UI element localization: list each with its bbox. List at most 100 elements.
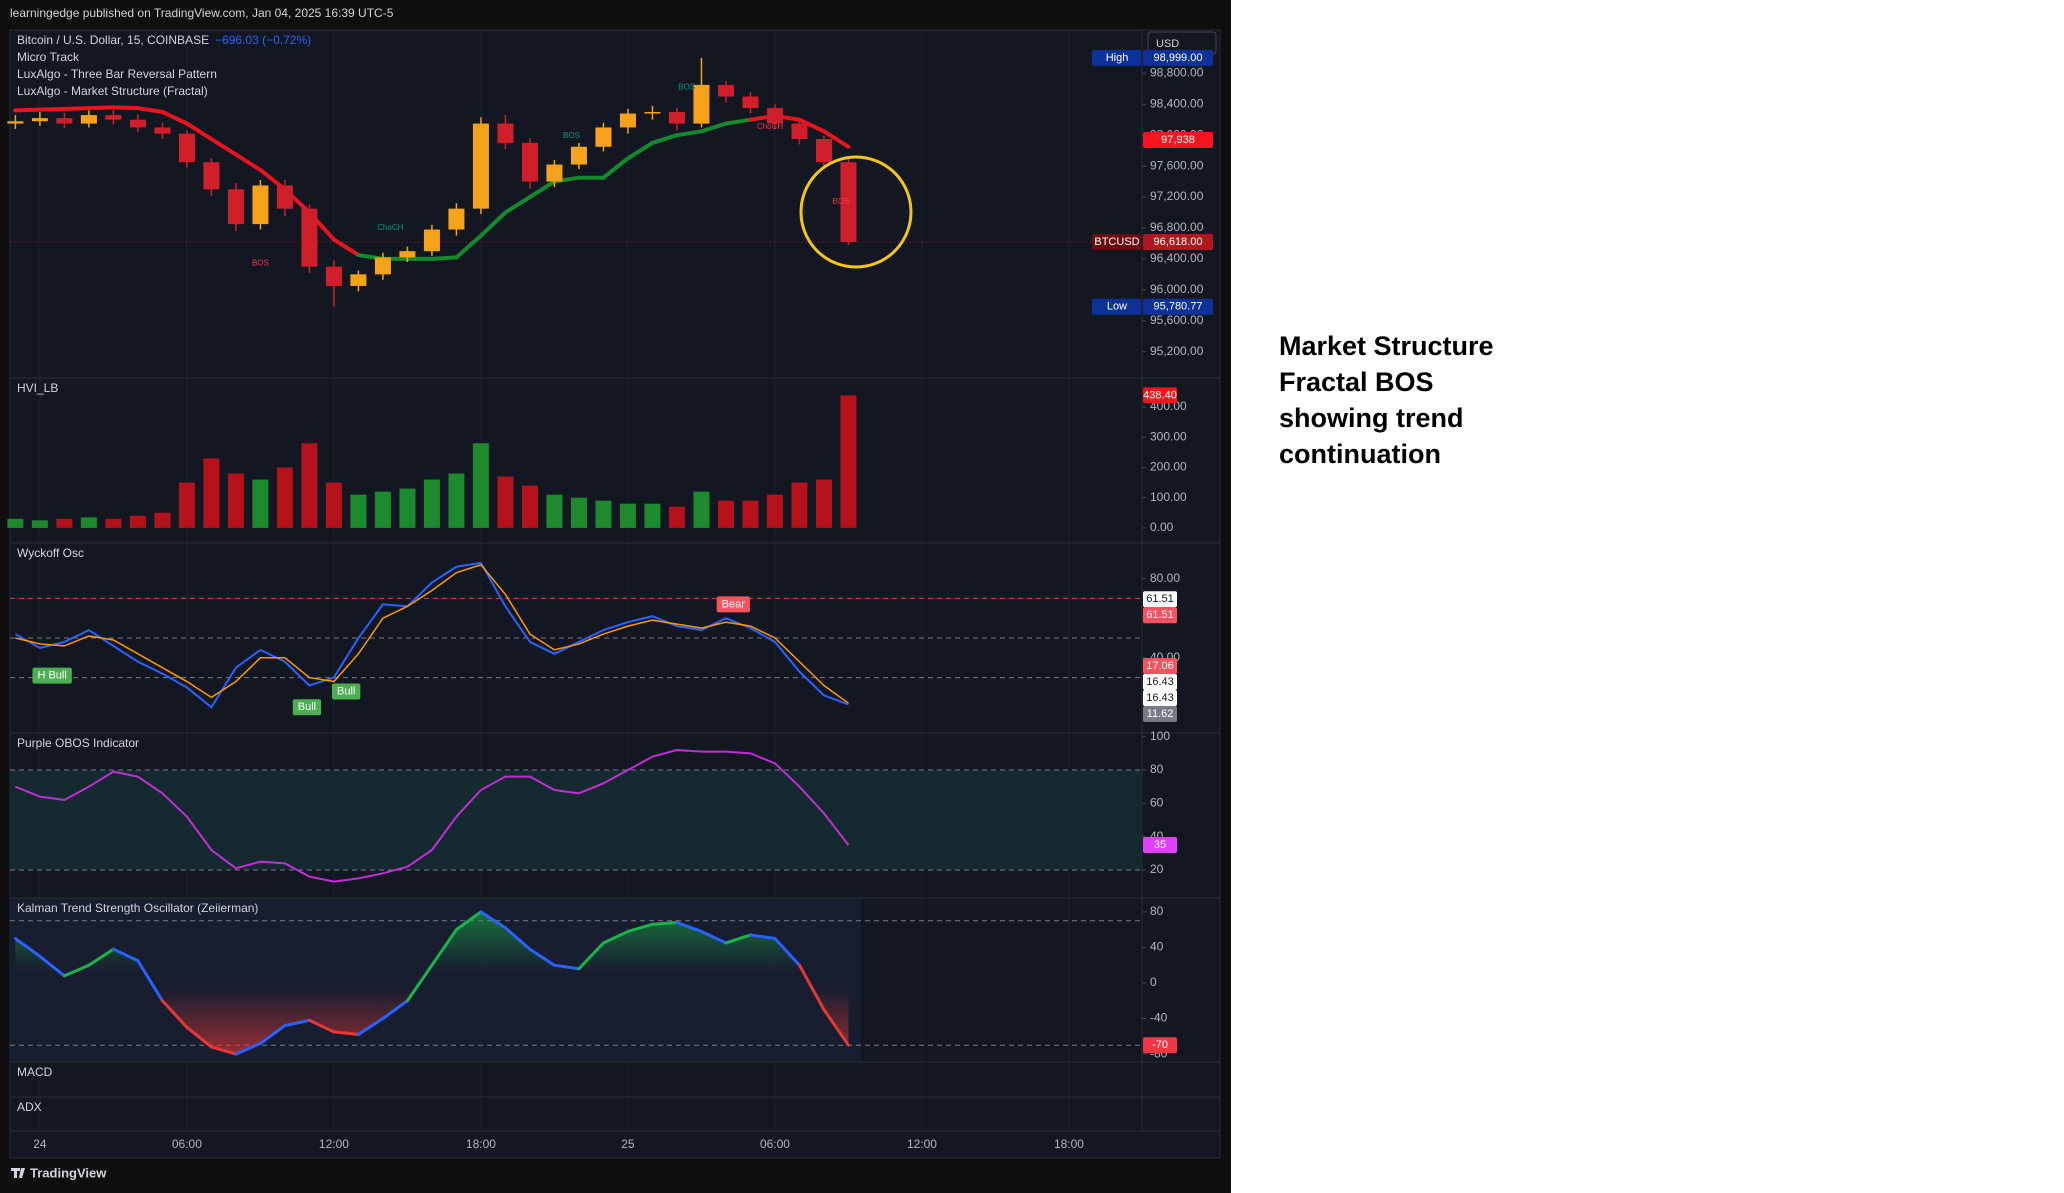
tag-name: BTCUSD	[1094, 236, 1139, 248]
signal-label: Bear	[722, 598, 746, 610]
indicator-label: Micro Track	[17, 50, 80, 64]
trail-segment	[601, 156, 630, 180]
volume-bar	[619, 503, 636, 528]
trend-segment	[258, 1024, 287, 1045]
trend-segment	[650, 921, 679, 926]
signal-box	[32, 667, 72, 684]
trend-segment	[503, 926, 532, 951]
candle-body	[203, 162, 220, 190]
volume-bar	[178, 482, 195, 528]
candle-body	[227, 189, 244, 225]
indicator-label: LuxAlgo - Three Bar Reversal Pattern	[17, 67, 217, 81]
x-tick-label: 12:00	[907, 1137, 937, 1151]
candle-body	[31, 118, 48, 122]
y-tick-label: 98,800.00	[1150, 65, 1204, 79]
trail-segment	[650, 133, 679, 145]
volume-bar	[472, 443, 489, 528]
trend-segment	[381, 999, 409, 1021]
trend-segment	[454, 910, 483, 932]
candle-body	[56, 118, 73, 124]
chart-title: Bitcoin / U.S. Dollar, 15, COINBASE	[17, 33, 209, 47]
trend-segment	[62, 963, 91, 978]
volume-bar	[497, 476, 514, 528]
volume-bar	[644, 503, 661, 528]
trail-segment	[13, 107, 42, 113]
volume-bar	[56, 518, 73, 528]
y-tick-label: 96,800.00	[1150, 220, 1204, 234]
signal-label: Bull	[337, 685, 355, 697]
volume-bar	[399, 488, 416, 528]
footer: TradingView	[30, 1165, 107, 1180]
y-tick-label: 97,600.00	[1150, 158, 1204, 172]
trend-segment	[748, 933, 777, 941]
candle-body	[521, 142, 538, 182]
y-tick-label: 80.00	[1150, 571, 1180, 585]
header: learningedge published on TradingView.co…	[10, 6, 394, 20]
candle-body	[178, 133, 195, 163]
pane-title: Wyckoff Osc	[17, 546, 84, 560]
y-tick-label: 300.00	[1150, 429, 1187, 443]
x-tick-label: 24	[33, 1137, 47, 1151]
value-tag	[1143, 387, 1177, 404]
y-tick-label: -40	[1150, 1011, 1168, 1025]
candle-body	[154, 127, 171, 134]
y-tick-label: 100	[1150, 729, 1170, 743]
trend-segment	[307, 1018, 336, 1034]
volume-bar	[693, 491, 710, 528]
value-tag-label: 11.62	[1147, 708, 1174, 720]
trail-segment	[723, 117, 753, 126]
volume-bar	[717, 500, 734, 528]
note-line: Fractal BOS	[1279, 367, 1434, 397]
currency[interactable]: USD	[1156, 38, 1179, 50]
volume-bar	[546, 494, 563, 528]
trend-segment	[528, 947, 556, 967]
y-tick-label: 95,200.00	[1150, 344, 1204, 358]
x-tick-label: 18:00	[466, 1137, 496, 1151]
tag-name-box	[1092, 298, 1141, 315]
structure-label: ChoCH	[757, 122, 783, 131]
oscillator-line	[15, 748, 850, 883]
value-tag	[1143, 689, 1177, 706]
trend-segment	[332, 1030, 360, 1037]
candle-body	[497, 123, 514, 143]
price-tag-label: 95,780.77	[1154, 301, 1203, 313]
volume-bar	[105, 518, 122, 528]
candle-body	[595, 127, 612, 147]
trend-segment	[479, 910, 507, 930]
signal-label: H Bull	[37, 670, 66, 682]
structure-label: BOS	[563, 131, 580, 140]
price-change: −696.03 (−0.72%)	[215, 33, 311, 47]
candle-body	[276, 185, 293, 209]
volume-bar	[227, 473, 244, 528]
volume-bar	[129, 515, 146, 528]
value-tag	[1143, 1037, 1177, 1054]
trail-segment	[625, 140, 655, 161]
trend-segment	[209, 1045, 238, 1056]
trend-segment	[111, 947, 140, 963]
trail-segment	[233, 152, 263, 172]
y-tick-label: 60	[1150, 796, 1164, 810]
trend-segment	[283, 1018, 311, 1028]
x-tick-label: 12:00	[319, 1137, 349, 1151]
y-tick-label: 80	[1150, 904, 1164, 918]
value-tag-label: 35	[1154, 839, 1166, 851]
volume-bar	[80, 517, 97, 528]
value-tag	[1143, 607, 1177, 624]
trend-segment	[822, 1008, 850, 1047]
volume-bar	[840, 395, 857, 528]
y-tick-label: 95,600.00	[1150, 313, 1204, 327]
trend-segment	[136, 959, 164, 1003]
volume-bar	[7, 518, 24, 528]
tag-name: Low	[1107, 301, 1127, 313]
trend-segment	[626, 922, 654, 933]
value-tag	[1143, 673, 1177, 690]
trail-segment	[160, 109, 189, 126]
pane-title: ADX	[17, 1100, 42, 1114]
volume-bar	[791, 482, 808, 528]
value-tag	[1143, 705, 1177, 722]
y-tick-label: 100.00	[1150, 490, 1187, 504]
candle-body	[693, 84, 710, 124]
value-tag-label: 61.51	[1146, 609, 1174, 621]
value-tag-label: 16.43	[1146, 676, 1174, 688]
ob-os-band	[10, 770, 1142, 870]
